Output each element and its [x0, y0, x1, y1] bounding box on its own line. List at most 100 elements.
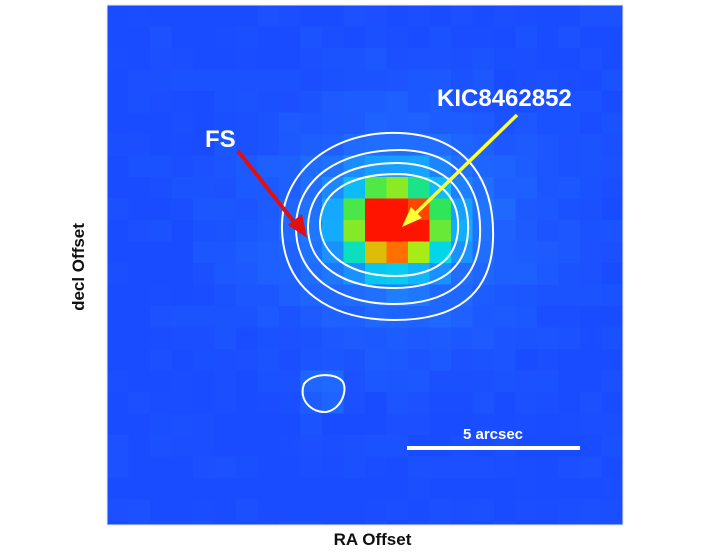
image-pixel	[472, 69, 495, 92]
image-pixel	[150, 284, 173, 307]
image-pixel	[386, 435, 409, 458]
image-pixel	[429, 220, 452, 243]
image-pixel	[214, 177, 237, 200]
image-pixel	[300, 349, 323, 372]
image-pixel	[451, 284, 474, 307]
image-pixel	[408, 499, 431, 522]
image-pixel	[408, 48, 431, 71]
image-pixel	[537, 177, 560, 200]
image-pixel	[580, 177, 603, 200]
image-pixel	[580, 306, 603, 329]
image-pixel	[322, 370, 345, 393]
image-pixel	[343, 521, 366, 525]
image-pixel	[257, 435, 280, 458]
image-pixel	[150, 241, 173, 264]
image-pixel	[494, 521, 517, 525]
image-pixel	[515, 155, 538, 178]
image-pixel	[429, 478, 452, 501]
image-frame	[107, 5, 623, 525]
image-pixel	[472, 48, 495, 71]
image-pixel	[257, 306, 280, 329]
image-pixel	[580, 392, 603, 415]
image-pixel	[279, 499, 302, 522]
image-pixel	[150, 478, 173, 501]
image-pixel	[171, 5, 194, 28]
image-pixel	[365, 112, 388, 135]
contour-2	[294, 148, 482, 306]
image-pixel	[236, 349, 259, 372]
image-pixel	[515, 478, 538, 501]
image-pixel	[386, 48, 409, 71]
image-pixel	[193, 456, 216, 479]
image-pixel	[236, 456, 259, 479]
image-pixel	[429, 456, 452, 479]
image-pixel	[386, 177, 409, 200]
image-pixel	[494, 456, 517, 479]
image-pixel	[322, 478, 345, 501]
image-pixel	[214, 284, 237, 307]
image-pixel	[128, 306, 151, 329]
image-pixel	[386, 478, 409, 501]
image-pixel	[171, 177, 194, 200]
image-pixel	[558, 134, 581, 157]
image-pixel	[193, 69, 216, 92]
image-pixel	[107, 91, 130, 114]
image-pixel	[429, 91, 452, 114]
image-pixel	[257, 69, 280, 92]
image-pixel	[150, 327, 173, 350]
image-pixel	[558, 306, 581, 329]
image-pixel	[429, 413, 452, 436]
image-pixel	[236, 413, 259, 436]
image-pixel	[408, 220, 431, 243]
image-pixel	[365, 306, 388, 329]
image-pixel	[171, 392, 194, 415]
image-pixel	[322, 134, 345, 157]
image-pixel	[343, 306, 366, 329]
image-pixel	[236, 26, 259, 49]
image-pixel	[408, 155, 431, 178]
image-pixel	[214, 112, 237, 135]
image-pixel	[558, 198, 581, 221]
image-pixel	[537, 370, 560, 393]
image-pixel	[279, 263, 302, 286]
image-pixel	[214, 5, 237, 28]
image-pixel	[365, 91, 388, 114]
image-pixel	[171, 48, 194, 71]
image-pixel	[300, 413, 323, 436]
image-pixel	[537, 155, 560, 178]
image-pixel	[343, 198, 366, 221]
image-pixel	[386, 284, 409, 307]
image-pixel	[279, 69, 302, 92]
image-pixel	[279, 284, 302, 307]
image-pixel	[343, 370, 366, 393]
image-pixel	[365, 5, 388, 28]
image-pixel	[601, 392, 623, 415]
image-pixel	[171, 241, 194, 264]
image-pixel	[322, 69, 345, 92]
image-pixel	[279, 435, 302, 458]
image-pixel	[193, 134, 216, 157]
image-pixel	[494, 48, 517, 71]
image-pixel	[279, 155, 302, 178]
image-pixel	[107, 306, 130, 329]
image-pixel	[429, 26, 452, 49]
image-pixel	[601, 478, 623, 501]
image-pixel	[537, 478, 560, 501]
image-pixel	[601, 91, 623, 114]
image-pixel	[558, 241, 581, 264]
image-pixel	[408, 241, 431, 264]
scale-bar-label: 5 arcsec	[463, 426, 523, 443]
image-pixel	[322, 456, 345, 479]
image-pixel	[515, 327, 538, 350]
image-pixel	[300, 155, 323, 178]
image-pixel	[408, 306, 431, 329]
image-pixel	[580, 435, 603, 458]
image-pixel	[279, 48, 302, 71]
image-pixel	[171, 499, 194, 522]
image-pixel	[343, 112, 366, 135]
image-pixel	[494, 91, 517, 114]
image-pixel	[537, 284, 560, 307]
image-pixel	[558, 284, 581, 307]
image-pixel	[408, 349, 431, 372]
